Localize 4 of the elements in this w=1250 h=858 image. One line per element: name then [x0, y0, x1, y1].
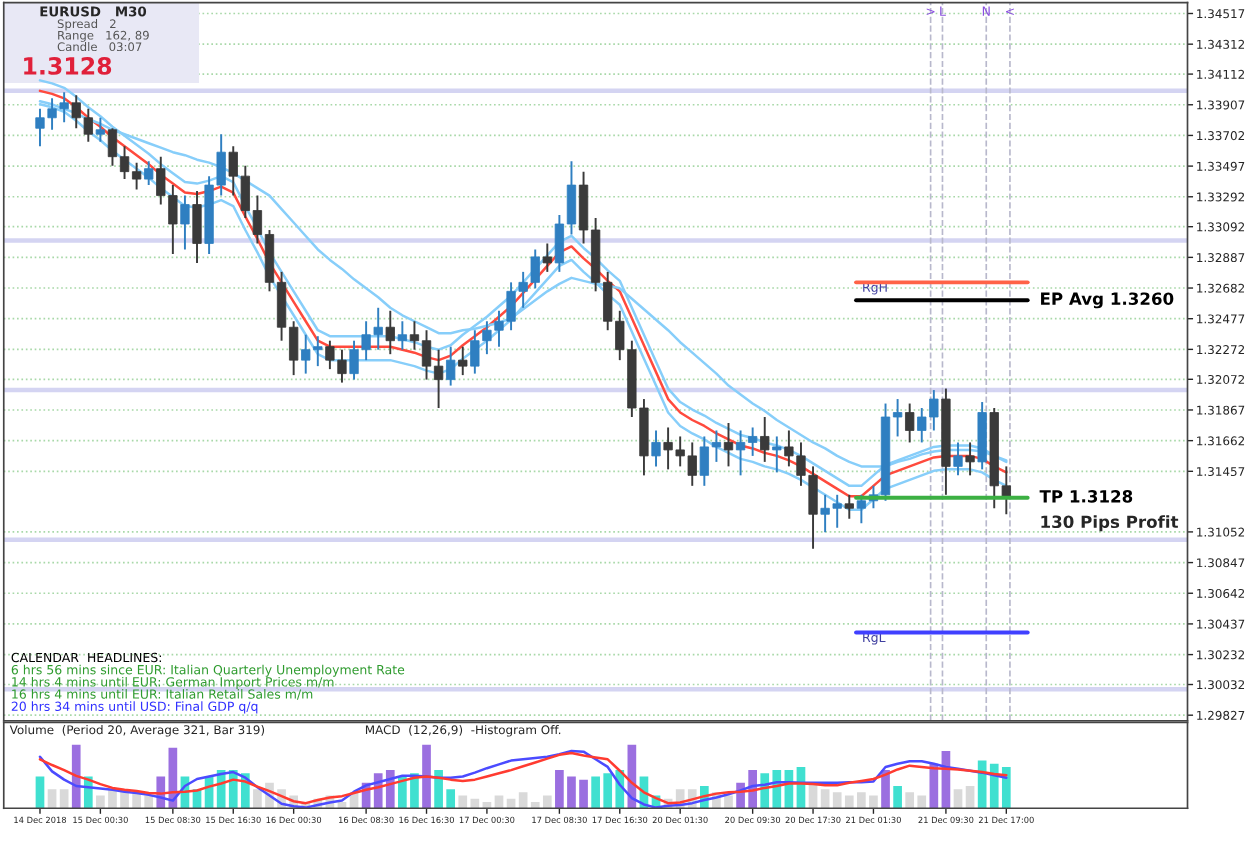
annotation: 1.3128 [24, 56, 112, 75]
text: 130 Pips Profit [1041, 515, 1179, 532]
ref-line-label: TP 1.3128 [1039, 490, 1133, 503]
ref-line-label: EP Avg 1.3260 [1041, 292, 1174, 309]
